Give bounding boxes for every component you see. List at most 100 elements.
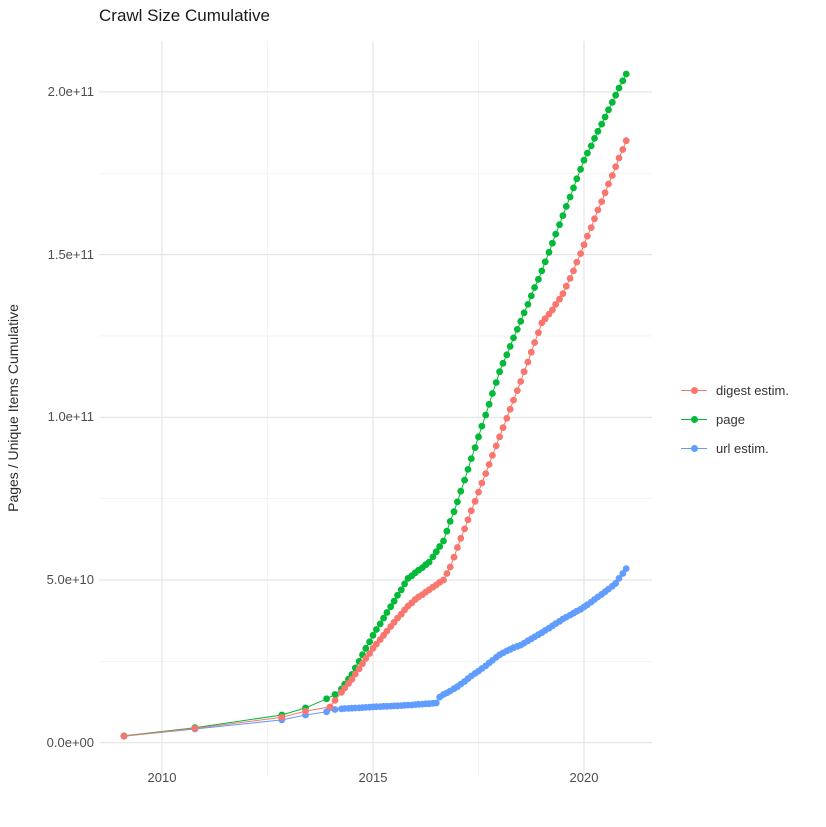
data-point-page xyxy=(615,84,623,92)
data-point-page xyxy=(475,433,482,441)
data-point-digest xyxy=(577,250,584,257)
y-tick-label: 1.0e+11 xyxy=(47,409,94,424)
data-point-page xyxy=(552,230,560,238)
data-point-page xyxy=(573,175,581,183)
data-point-digest xyxy=(570,267,577,275)
data-point-page xyxy=(429,553,437,561)
data-point-page xyxy=(461,476,468,484)
series-line-page xyxy=(123,73,627,737)
data-point-page xyxy=(549,239,556,247)
legend: digest estim. page url estim. xyxy=(681,380,789,467)
data-point-digest xyxy=(612,163,620,171)
data-point-page xyxy=(608,98,616,106)
data-point-digest xyxy=(562,282,570,290)
data-point-digest xyxy=(341,684,349,692)
data-point-digest xyxy=(552,301,560,308)
data-point-page xyxy=(397,586,405,594)
data-point-digest xyxy=(326,703,334,711)
data-point-digest xyxy=(443,570,451,577)
data-point-digest xyxy=(478,479,486,487)
data-point-page xyxy=(390,597,398,605)
data-point-page xyxy=(513,326,521,333)
data-point-page xyxy=(485,400,493,408)
data-point-digest xyxy=(351,670,359,678)
legend-label-page: page xyxy=(716,411,745,427)
data-point-page xyxy=(591,135,598,142)
data-point-page xyxy=(556,221,563,229)
data-point-page xyxy=(432,548,440,556)
data-point-digest xyxy=(506,405,514,413)
data-point-page xyxy=(496,368,503,376)
data-point-digest xyxy=(541,315,549,323)
data-point-page xyxy=(376,620,384,628)
legend-item-page: page xyxy=(681,409,789,429)
data-point-page xyxy=(383,609,391,616)
data-point-url xyxy=(432,699,440,707)
data-point-digest xyxy=(471,497,479,505)
data-point-page xyxy=(464,466,472,473)
data-point-page xyxy=(598,120,606,128)
data-point-digest xyxy=(120,732,128,740)
data-point-digest xyxy=(608,172,616,179)
data-point-digest xyxy=(440,576,447,584)
y-tick-label: 2.0e+11 xyxy=(47,84,94,99)
data-point-digest xyxy=(503,414,511,422)
data-point-digest xyxy=(619,146,627,153)
legend-key-digest xyxy=(681,380,707,400)
data-point-digest xyxy=(605,180,612,188)
data-point-digest xyxy=(527,348,535,356)
data-point-digest xyxy=(535,329,542,337)
data-point-page xyxy=(323,695,330,703)
data-point-page xyxy=(545,248,553,256)
data-point-url xyxy=(615,575,623,582)
data-point-page xyxy=(443,527,451,535)
data-point-digest xyxy=(485,461,493,468)
data-point-page xyxy=(566,193,574,201)
data-point-digest xyxy=(446,563,454,571)
y-tick-label: 5.0e+10 xyxy=(46,572,94,587)
data-point-digest xyxy=(549,306,556,314)
data-point-digest xyxy=(573,258,581,266)
data-point-page xyxy=(450,508,458,516)
data-point-page xyxy=(489,390,496,397)
data-point-digest xyxy=(454,544,461,551)
data-point-digest xyxy=(517,378,525,385)
data-point-page xyxy=(401,580,408,588)
data-point-digest xyxy=(601,189,609,197)
data-point-page xyxy=(440,537,447,545)
data-point-page xyxy=(577,165,584,173)
data-point-digest xyxy=(461,525,468,533)
data-point-digest xyxy=(302,707,309,715)
data-point-digest xyxy=(513,387,521,394)
data-point-page xyxy=(535,275,542,283)
data-point-digest xyxy=(531,339,538,346)
data-point-digest xyxy=(584,232,591,240)
data-point-page xyxy=(584,149,591,157)
data-point-digest xyxy=(556,295,563,303)
data-point-digest xyxy=(559,290,567,297)
data-point-digest xyxy=(510,396,517,404)
data-point-digest xyxy=(615,154,623,162)
data-point-digest xyxy=(450,553,458,561)
data-point-url xyxy=(622,565,630,572)
data-point-page xyxy=(612,91,620,99)
data-point-page xyxy=(457,487,465,495)
data-point-page xyxy=(499,359,507,367)
data-point-digest xyxy=(520,368,528,376)
data-point-url xyxy=(619,570,627,577)
data-point-digest xyxy=(467,507,475,515)
data-point-page xyxy=(366,638,373,646)
data-point-page xyxy=(510,334,517,342)
data-point-digest xyxy=(587,224,595,232)
y-tick-label: 0.0e+00 xyxy=(46,735,94,750)
data-point-digest xyxy=(475,488,482,496)
data-point-page xyxy=(369,631,377,639)
legend-dot-icon xyxy=(690,415,698,423)
data-point-page xyxy=(362,644,370,652)
data-point-page xyxy=(622,70,630,78)
data-point-digest xyxy=(524,358,532,366)
legend-key-url xyxy=(681,438,707,458)
data-point-digest xyxy=(362,655,370,662)
data-point-url xyxy=(612,579,620,587)
